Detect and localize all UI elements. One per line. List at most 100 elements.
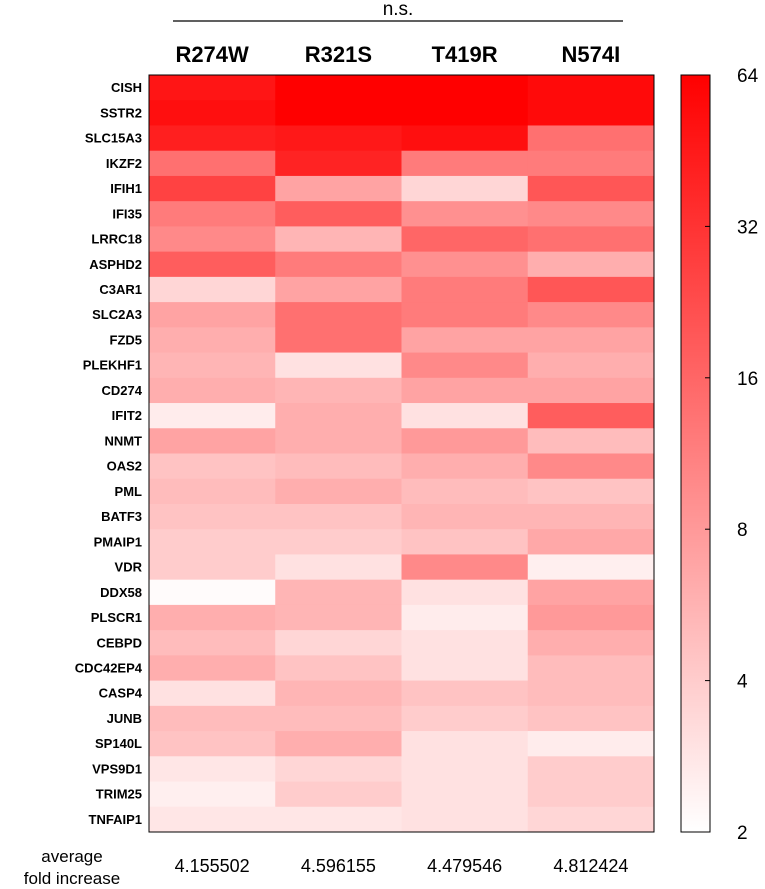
heatmap-cell xyxy=(275,478,402,505)
row-label: JUNB xyxy=(107,711,142,726)
heatmap-cell xyxy=(275,302,402,328)
heatmap-cell xyxy=(275,226,402,253)
heatmap-cell xyxy=(149,327,276,353)
heatmap-cell xyxy=(401,680,529,707)
heatmap-cell xyxy=(149,604,276,631)
heatmap-cell xyxy=(149,655,276,681)
column-header: N574I xyxy=(562,42,621,67)
heatmap-cell xyxy=(275,403,402,429)
heatmap-cell xyxy=(401,756,529,782)
heatmap-cell xyxy=(527,781,655,808)
heatmap-cell xyxy=(527,302,655,328)
row-label: VPS9D1 xyxy=(92,761,142,776)
heatmap-cell xyxy=(149,806,276,833)
row-label: PLEKHF1 xyxy=(83,358,142,373)
heatmap-cell xyxy=(527,630,655,656)
heatmap-cell xyxy=(275,705,402,732)
row-label: IFI35 xyxy=(112,206,142,221)
heatmap-cell xyxy=(527,125,655,152)
row-label: IKZF2 xyxy=(106,156,142,171)
heatmap-cell xyxy=(401,655,529,681)
heatmap-cells xyxy=(149,75,655,833)
heatmap-border xyxy=(148,74,655,833)
row-label: IFIH1 xyxy=(110,181,142,196)
heatmap-cell xyxy=(149,377,276,404)
heatmap-cell xyxy=(149,100,276,126)
colorbar-tick-label: 32 xyxy=(737,217,758,238)
heatmap-cell xyxy=(149,453,276,480)
heatmap-cell xyxy=(527,806,655,833)
heatmap-cell xyxy=(149,731,276,757)
heatmap-cell xyxy=(275,75,402,101)
heatmap-cell xyxy=(527,150,655,177)
row-label: LRRC18 xyxy=(91,232,142,247)
row-label: PLSCR1 xyxy=(91,610,142,625)
heatmap-cell xyxy=(275,428,402,454)
row-label: CASP4 xyxy=(99,686,143,701)
heatmap-cell xyxy=(149,302,276,328)
heatmap-cell xyxy=(149,352,276,379)
heatmap-cell xyxy=(275,503,402,530)
row-label: CDC42EP4 xyxy=(75,660,143,675)
heatmap-cell xyxy=(275,731,402,757)
heatmap-cell xyxy=(275,352,402,379)
heatmap-cell xyxy=(149,276,276,303)
heatmap-cell xyxy=(401,453,529,480)
heatmap-cell xyxy=(527,327,655,353)
heatmap-cell xyxy=(401,125,529,152)
colorbar-tick-label: 8 xyxy=(737,520,748,541)
heatmap-cell xyxy=(527,655,655,681)
heatmap-cell xyxy=(527,377,655,404)
heatmap-cell xyxy=(527,503,655,530)
heatmap-cell xyxy=(275,806,402,833)
heatmap-cell xyxy=(275,579,402,606)
heatmap-cell xyxy=(275,453,402,480)
heatmap-cell xyxy=(527,403,655,429)
average-value: 4.596155 xyxy=(301,856,376,876)
heatmap-cell xyxy=(275,175,402,202)
row-label: FZD5 xyxy=(110,332,143,347)
heatmap-cell xyxy=(275,125,402,152)
heatmap-cell xyxy=(149,428,276,454)
heatmap-cell xyxy=(401,150,529,177)
heatmap-cell xyxy=(527,579,655,606)
average-value: 4.812424 xyxy=(553,856,628,876)
colorbar: 64 32 16 8 4 2 xyxy=(680,66,759,844)
heatmap-cell xyxy=(275,201,402,227)
heatmap-cell xyxy=(149,554,276,581)
column-header: T419R xyxy=(432,42,498,67)
row-label: OAS2 xyxy=(107,459,142,474)
average-value: 4.155502 xyxy=(175,856,250,876)
heatmap-cell xyxy=(527,756,655,782)
column-header: R274W xyxy=(175,42,249,67)
heatmap-cell xyxy=(401,403,529,429)
heatmap-cell xyxy=(275,327,402,353)
heatmap-cell xyxy=(401,201,529,227)
heatmap-cell xyxy=(527,604,655,631)
heatmap-cell xyxy=(527,554,655,581)
heatmap-cell xyxy=(401,630,529,656)
heatmap-cell xyxy=(149,630,276,656)
heatmap-cell xyxy=(401,604,529,631)
row-label: BATF3 xyxy=(101,509,142,524)
row-labels: CISH SSTR2 SLC15A3 IKZF2 IFIH1 IFI35 LRRC18 ASP… xyxy=(75,80,143,827)
heatmap-cell xyxy=(401,175,529,202)
row-label: CISH xyxy=(111,80,142,95)
heatmap-cell xyxy=(527,251,655,278)
colorbar-tick-label: 4 xyxy=(737,672,748,693)
heatmap-cell xyxy=(275,377,402,404)
heatmap-cell xyxy=(401,731,529,757)
row-label: CD274 xyxy=(102,383,143,398)
row-label: ASPHD2 xyxy=(89,257,142,272)
significance-label: n.s. xyxy=(383,0,414,20)
heatmap-cell xyxy=(149,529,276,555)
footer-label-line1: average xyxy=(41,847,102,866)
heatmap-cell xyxy=(401,554,529,581)
heatmap-cell xyxy=(275,100,402,126)
heatmap-cell xyxy=(275,276,402,303)
heatmap-cell xyxy=(149,781,276,808)
heatmap-cell xyxy=(401,377,529,404)
heatmap-cell xyxy=(149,579,276,606)
heatmap-cell xyxy=(401,327,529,353)
